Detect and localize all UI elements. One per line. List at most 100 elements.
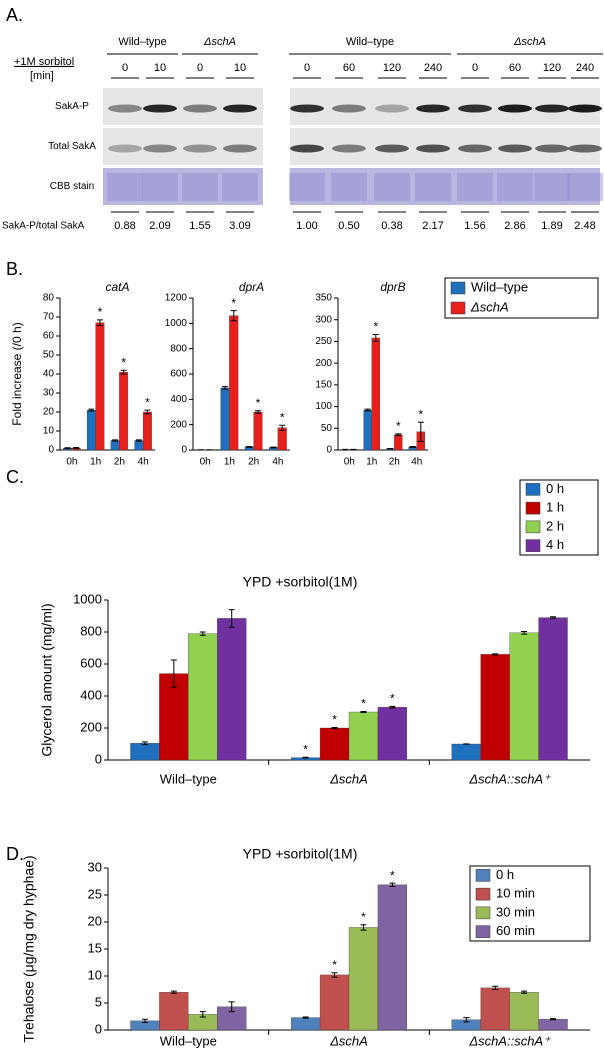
row-label: SakA-P xyxy=(55,101,89,112)
time-label: 0 xyxy=(122,62,128,74)
y-tick-label: 0 xyxy=(95,1021,102,1036)
blot-band xyxy=(458,104,492,113)
blot-band xyxy=(535,144,569,153)
panel-label: C. xyxy=(6,467,24,487)
panel-label: D. xyxy=(6,844,24,864)
x-tick-label: 2h xyxy=(248,457,259,468)
blot-band xyxy=(498,104,532,113)
group-header: Wild–type xyxy=(346,36,394,48)
y-tick-label: 350 xyxy=(315,293,332,304)
ratio: 2.17 xyxy=(422,220,443,232)
y-tick-label: 200 xyxy=(315,358,332,369)
x-tick-label: Wild–type xyxy=(160,771,217,786)
stain-lane xyxy=(289,173,325,201)
legend-label: Wild–type xyxy=(471,279,528,294)
stain-lane xyxy=(182,173,218,201)
blot-band xyxy=(332,144,366,153)
bar xyxy=(142,411,152,451)
unit: [min] xyxy=(30,70,54,82)
error-bar xyxy=(222,386,229,390)
blot-panel xyxy=(290,168,600,205)
bar xyxy=(119,371,129,451)
y-tick-label: 20 xyxy=(88,913,102,928)
bar xyxy=(319,974,350,1031)
blot-band xyxy=(458,144,492,153)
group-header: ΔschA xyxy=(203,36,236,48)
error-bar xyxy=(141,741,148,745)
bar xyxy=(130,743,160,761)
legend-swatch xyxy=(525,483,541,496)
significance: * xyxy=(390,692,395,706)
y-tick-label: 0 xyxy=(48,445,54,456)
bar xyxy=(277,427,287,451)
significance: * xyxy=(121,355,126,369)
blot-band xyxy=(223,144,257,153)
ratio: 2.48 xyxy=(574,220,595,232)
y-tick-label: 150 xyxy=(315,379,332,390)
ratio: 0.38 xyxy=(381,220,402,232)
error-bar xyxy=(389,705,396,709)
error-bar xyxy=(64,447,71,449)
x-tick-label: 4h xyxy=(272,457,283,468)
legend-label: 0 h xyxy=(546,481,564,496)
significance: * xyxy=(396,419,401,433)
y-axis-label: Trehalose (μg/mg dry hyphae) xyxy=(21,855,37,1042)
ratio: 1.00 xyxy=(296,220,317,232)
y-tick-label: 10 xyxy=(43,426,55,437)
legend-swatch xyxy=(475,887,491,901)
significance: * xyxy=(231,296,236,310)
bar xyxy=(509,992,539,1031)
time-label: 0 xyxy=(472,62,478,74)
group-header: Wild–type xyxy=(118,36,166,48)
blot-band xyxy=(108,144,142,153)
significance: * xyxy=(373,320,378,334)
ratio: 0.50 xyxy=(338,220,359,232)
bar xyxy=(159,673,189,761)
error-bar xyxy=(550,1018,557,1021)
legend-swatch xyxy=(525,520,541,534)
error-bar xyxy=(144,409,151,415)
bar xyxy=(159,992,189,1031)
error-bar xyxy=(73,447,80,450)
blot-band xyxy=(223,104,257,113)
time-label: 10 xyxy=(154,62,166,74)
stain-lane xyxy=(374,173,410,201)
y-tick-label: 600 xyxy=(170,369,187,380)
time-label: 0 xyxy=(197,62,203,74)
y-tick-label: 25 xyxy=(88,886,102,901)
error-bar xyxy=(120,369,127,375)
row-label: SakA-P/total SakA xyxy=(2,221,85,232)
error-bar xyxy=(364,408,371,412)
error-bar xyxy=(228,609,235,628)
ratio: 0.88 xyxy=(114,220,135,232)
panel-label: B. xyxy=(6,259,23,279)
bar xyxy=(394,434,403,451)
significance: * xyxy=(361,697,366,711)
bar xyxy=(95,322,105,451)
x-tick-label: 1h xyxy=(90,457,101,468)
y-tick-label: 15 xyxy=(88,940,102,955)
y-tick-label: 20 xyxy=(43,407,55,418)
legend-swatch xyxy=(525,539,541,552)
significance: * xyxy=(280,410,285,424)
blot-band xyxy=(568,104,602,113)
y-tick-label: 5 xyxy=(95,994,102,1009)
treatment: +1M sorbitol xyxy=(14,56,74,68)
chart-title: catA xyxy=(105,280,129,294)
error-bar xyxy=(199,631,206,636)
error-bar xyxy=(360,924,367,931)
chart-title: dprB xyxy=(380,280,405,294)
x-tick-label: 0h xyxy=(200,457,211,468)
error-bar xyxy=(389,882,396,887)
y-tick-label: 10 xyxy=(88,967,102,982)
bar xyxy=(253,411,263,451)
legend-label: 1 h xyxy=(546,500,564,515)
x-tick-label: 2h xyxy=(114,457,125,468)
y-tick-label: 400 xyxy=(170,394,187,405)
error-bar xyxy=(463,1017,470,1023)
legend-label: 60 min xyxy=(496,923,535,938)
error-bar xyxy=(492,985,499,990)
chart-title: YPD +sorbitol(1M) xyxy=(243,846,358,862)
blot-band xyxy=(290,144,324,153)
y-tick-label: 250 xyxy=(315,336,332,347)
